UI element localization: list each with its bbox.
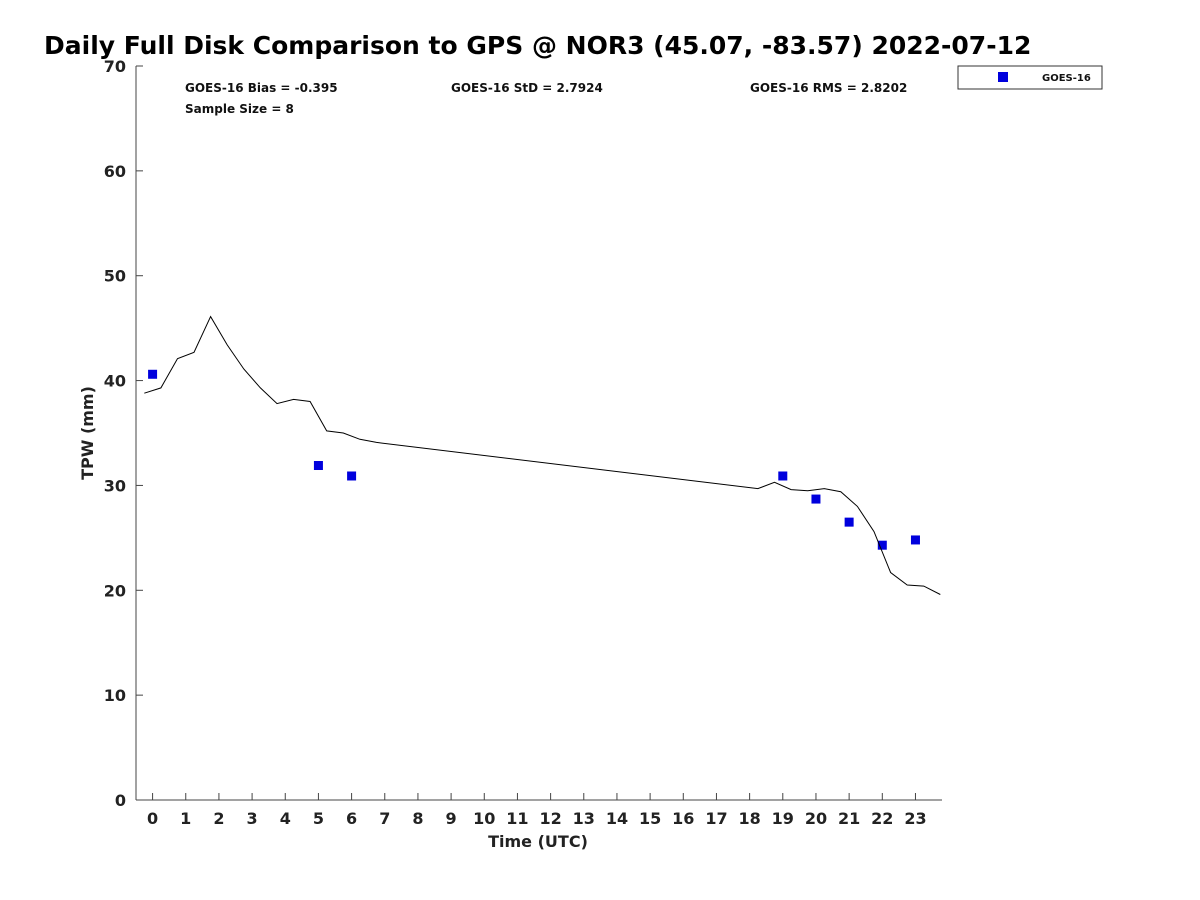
chart-title: Daily Full Disk Comparison to GPS @ NOR3… xyxy=(44,31,1031,60)
x-tick-label: 9 xyxy=(446,809,457,828)
x-tick-label: 6 xyxy=(346,809,357,828)
goes16-point xyxy=(347,471,357,481)
y-tick-label: 40 xyxy=(104,372,126,391)
goes16-point xyxy=(811,494,821,504)
stats-annotations: GOES-16 Bias = -0.395 GOES-16 StD = 2.79… xyxy=(185,81,907,116)
x-tick-label: 8 xyxy=(412,809,423,828)
x-tick-label: 17 xyxy=(705,809,727,828)
goes16-point xyxy=(148,369,158,379)
x-tick-label: 21 xyxy=(838,809,860,828)
goes16-point xyxy=(877,540,887,550)
goes16-point xyxy=(778,471,788,481)
stat-bias: GOES-16 Bias = -0.395 xyxy=(185,81,338,95)
gps-tpw-line xyxy=(144,315,941,595)
x-tick-label: 4 xyxy=(280,809,291,828)
x-tick-label: 0 xyxy=(147,809,158,828)
x-tick-label: 2 xyxy=(213,809,224,828)
x-tick-label: 10 xyxy=(473,809,495,828)
x-tick-label: 3 xyxy=(247,809,258,828)
x-axis-label: Time (UTC) xyxy=(488,832,588,851)
x-tick-label: 13 xyxy=(573,809,595,828)
x-tick-label: 20 xyxy=(805,809,827,828)
y-tick-label: 10 xyxy=(104,686,126,705)
x-ticks: 0 1 2 3 4 5 6 7 8 9 10 11 12 13 14 15 16 17 18 19 20 21 22 23 xyxy=(147,793,927,828)
legend: GOES-16 xyxy=(957,65,1103,90)
x-tick-label: 16 xyxy=(672,809,694,828)
x-tick-label: 12 xyxy=(539,809,561,828)
goes16-point xyxy=(844,517,854,527)
legend-label-goes16: GOES-16 xyxy=(1042,73,1091,84)
x-tick-label: 23 xyxy=(904,809,926,828)
x-tick-label: 5 xyxy=(313,809,324,828)
y-tick-label: 30 xyxy=(104,476,126,495)
y-tick-label: 50 xyxy=(104,267,126,286)
legend-marker-goes16 xyxy=(998,72,1008,82)
y-tick-label: 0 xyxy=(115,791,126,810)
legend-box xyxy=(957,65,1103,90)
x-tick-label: 14 xyxy=(606,809,628,828)
y-tick-label: 70 xyxy=(104,57,126,76)
x-tick-label: 15 xyxy=(639,809,661,828)
x-tick-label: 22 xyxy=(871,809,893,828)
goes16-point xyxy=(313,461,323,471)
y-ticks: 0 10 20 30 40 50 60 70 xyxy=(104,57,143,810)
stat-std: GOES-16 StD = 2.7924 xyxy=(451,81,603,95)
axes xyxy=(135,66,942,801)
y-axis-label: TPW (mm) xyxy=(78,386,97,480)
y-tick-label: 20 xyxy=(104,581,126,600)
stat-sample-size: Sample Size = 8 xyxy=(185,102,294,116)
x-tick-label: 7 xyxy=(379,809,390,828)
x-tick-label: 1 xyxy=(180,809,191,828)
x-tick-label: 18 xyxy=(738,809,760,828)
y-tick-label: 60 xyxy=(104,162,126,181)
stat-rms: GOES-16 RMS = 2.8202 xyxy=(750,81,907,95)
goes16-point xyxy=(910,535,920,545)
x-tick-label: 19 xyxy=(772,809,794,828)
x-tick-label: 11 xyxy=(506,809,528,828)
plot-area xyxy=(144,315,941,595)
